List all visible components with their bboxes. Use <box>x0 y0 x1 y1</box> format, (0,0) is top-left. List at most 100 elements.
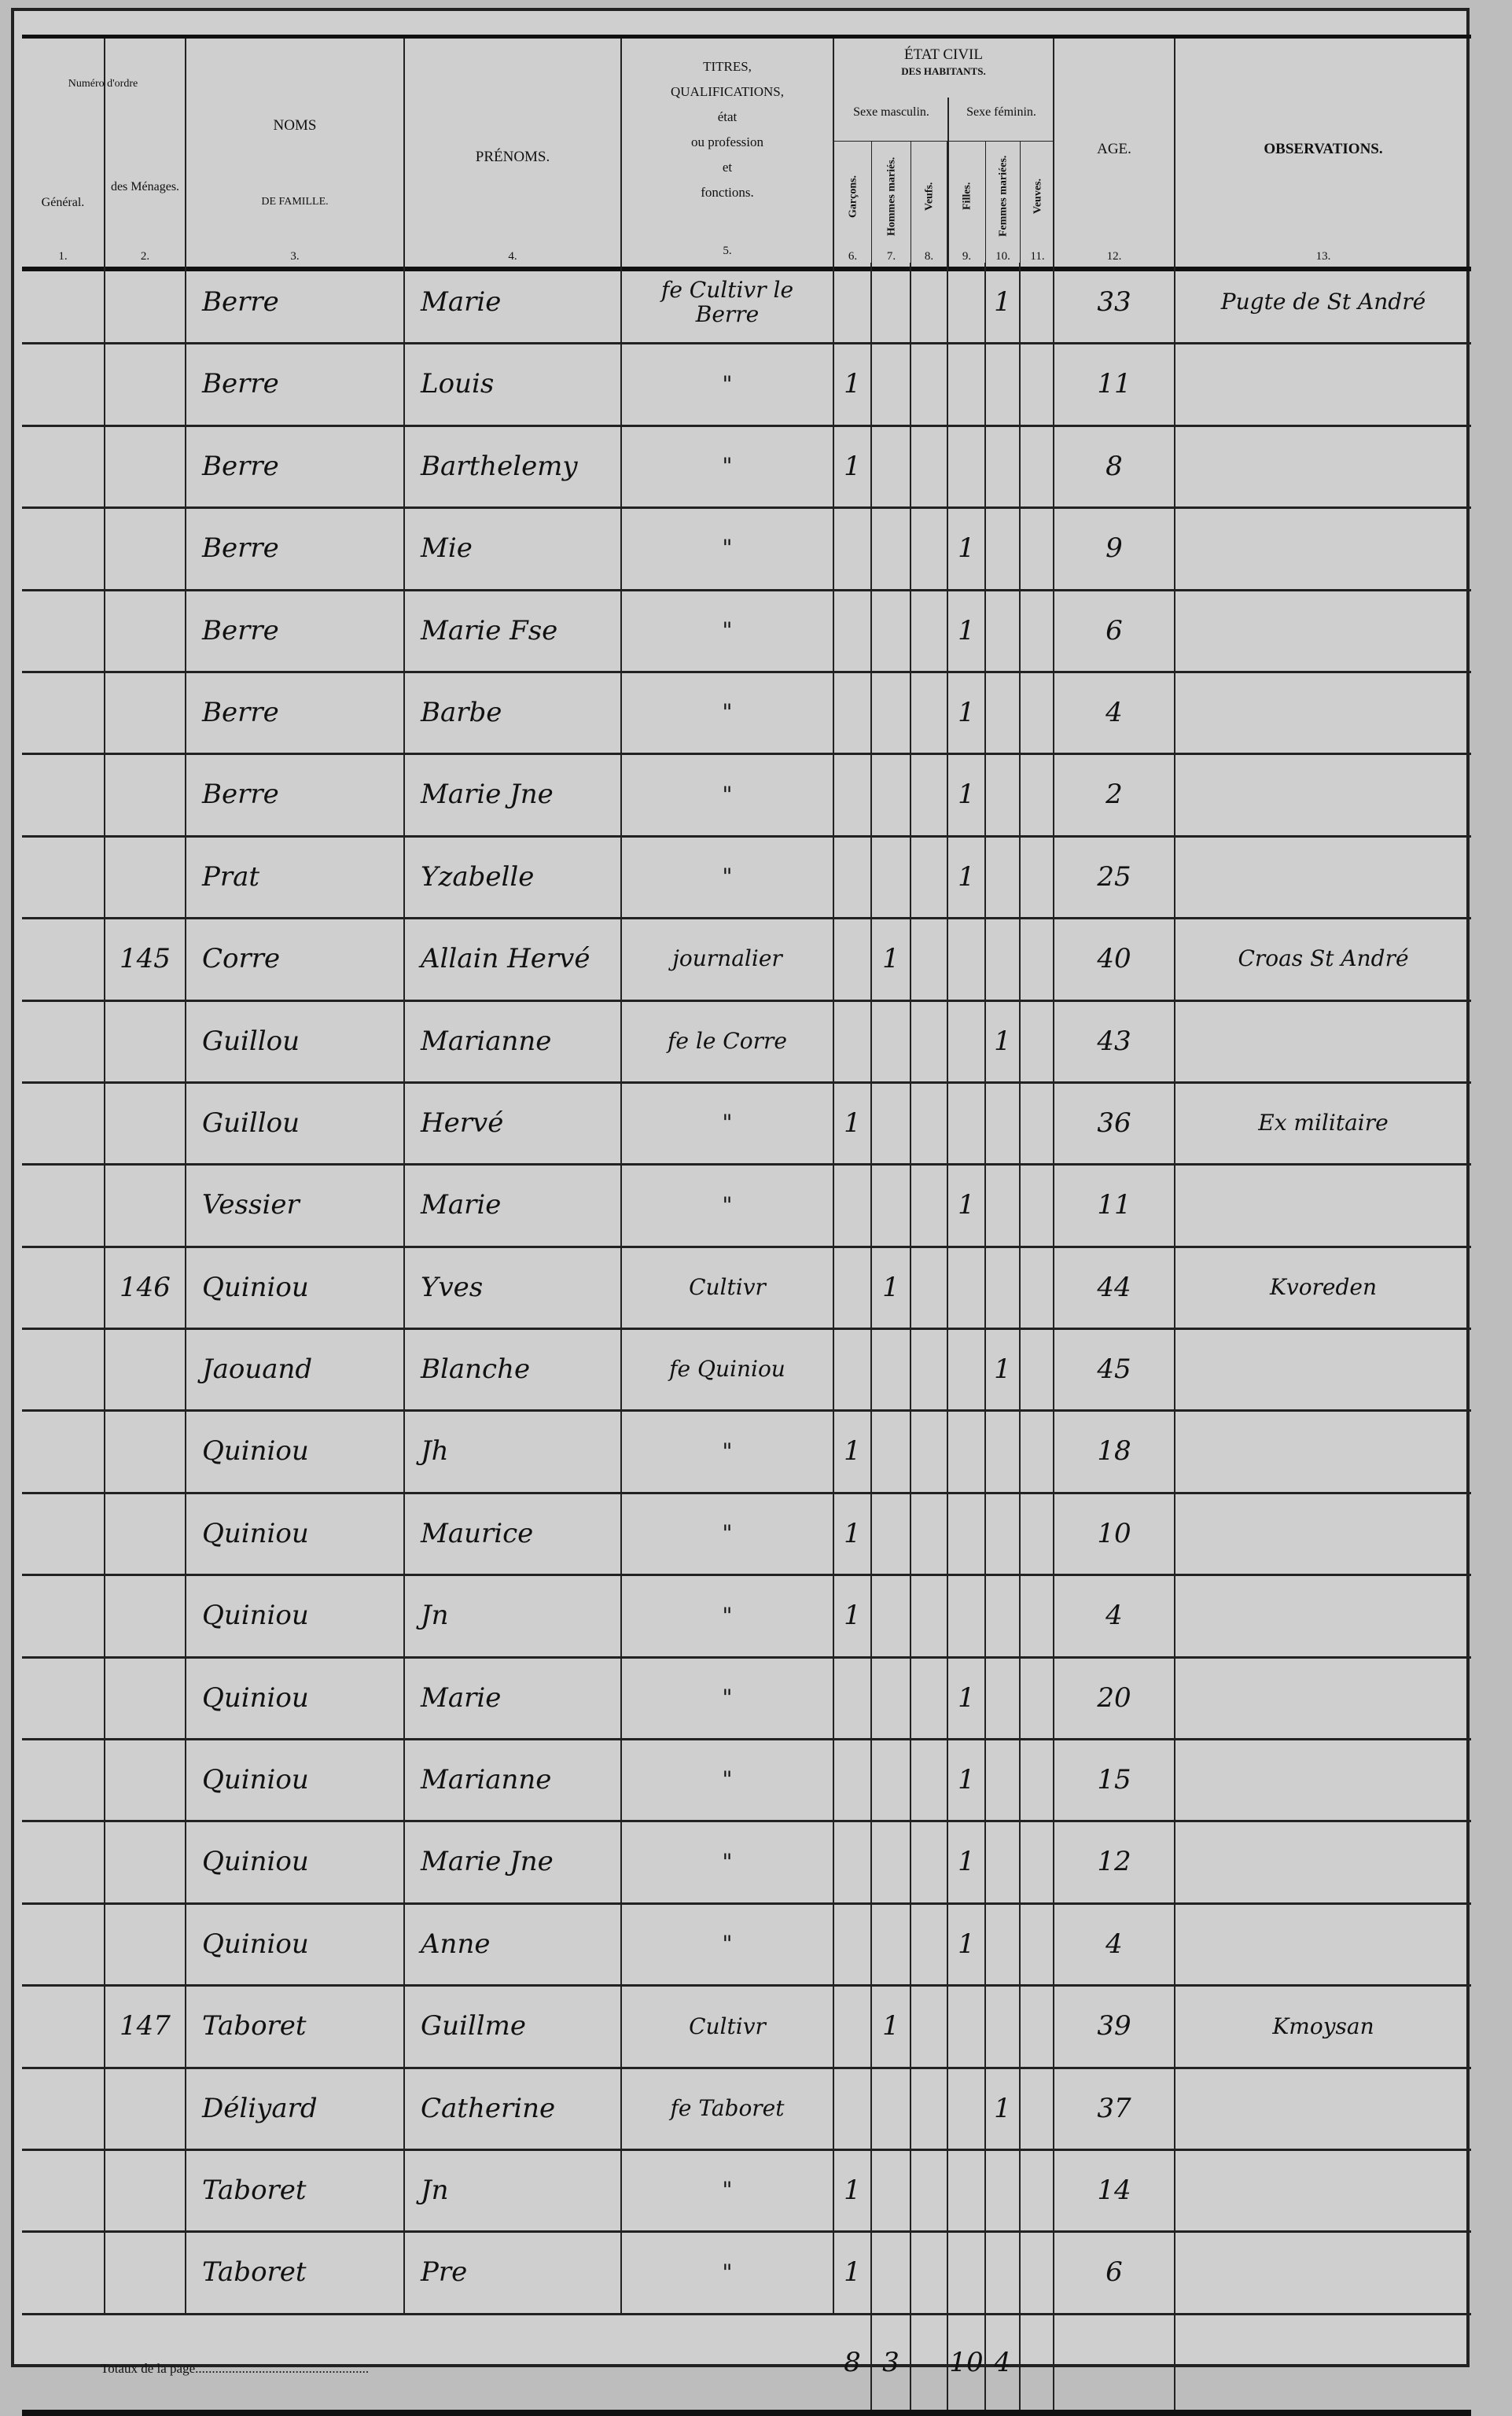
cell-col-7 <box>872 1740 911 1821</box>
cell-age: 40 <box>1054 919 1175 1000</box>
col-number: 11. <box>1030 250 1045 263</box>
header-garcons: Garçons. <box>847 175 859 218</box>
cell-age: 6 <box>1054 591 1175 671</box>
cell-nom: Quiniou <box>186 1904 405 1985</box>
cell-menage <box>105 2068 186 2149</box>
cell-menage <box>105 1083 186 1164</box>
cell-col-11 <box>1021 509 1054 589</box>
table-row: Quiniou Marie " 1 20 <box>22 1658 1471 1741</box>
cell-col-9 <box>948 1330 986 1410</box>
header-sexe-masculin: Sexe masculin. <box>853 105 929 119</box>
table-row: Berre Marie Jne " 1 2 <box>22 755 1471 838</box>
cell-col-10 <box>986 1658 1021 1739</box>
cell-col-6 <box>834 1987 872 2067</box>
col-number: 10. <box>995 250 1010 263</box>
cell-col-9 <box>948 1083 986 1164</box>
cell-col-10 <box>986 2233 1021 2313</box>
cell-col-6: 1 <box>834 344 872 425</box>
col-number: 7. <box>886 250 896 263</box>
col-number: 4. <box>508 250 517 263</box>
cell-col-7 <box>872 263 911 343</box>
cell-col-8 <box>911 755 948 835</box>
cell-general <box>22 1166 105 1246</box>
cell-menage <box>105 1658 186 1739</box>
header-noms-label: NOMS <box>273 117 317 134</box>
table-row: Jaouand Blanche fe Quiniou 1 45 <box>22 1330 1471 1412</box>
cell-general <box>22 1412 105 1492</box>
cell-menage <box>105 1822 186 1902</box>
cell-col-8 <box>911 1493 948 1574</box>
cell-col-6 <box>834 1822 872 1902</box>
cell-titre: " <box>622 1740 834 1821</box>
cell-prenom: Jn <box>405 1576 622 1656</box>
cell-general <box>22 1576 105 1656</box>
cell-age: 2 <box>1054 755 1175 835</box>
cell-titre: Cultivr <box>622 1987 834 2067</box>
cell-col-8 <box>911 837 948 918</box>
cell-col-10 <box>986 919 1021 1000</box>
table-body: Berre Marie fe Cultivr le Berre 1 33 Pugte de… <box>14 263 1471 2416</box>
col-number: 6. <box>848 250 858 263</box>
header-titres-line: fonctions. <box>701 185 754 200</box>
cell-col-8 <box>911 672 948 753</box>
cell-col-11 <box>1021 1987 1054 2067</box>
cell-col-6 <box>834 263 872 343</box>
table-row: 146 Quiniou Yves Cultivr 1 44 Kvoreden <box>22 1247 1471 1331</box>
header-prenoms: PRÉNOMS. 4. <box>405 39 622 267</box>
cell-prenom: Marie Jne <box>405 1822 622 1902</box>
cell-general <box>22 2068 105 2149</box>
cell-prenom: Louis <box>405 344 622 425</box>
cell-general <box>22 1822 105 1902</box>
cell-col-7 <box>872 1330 911 1410</box>
cell-age: 37 <box>1054 2068 1175 2149</box>
cell-col-8 <box>911 2233 948 2313</box>
cell-col-9 <box>948 426 986 507</box>
cell-general <box>22 591 105 671</box>
cell-age: 12 <box>1054 1822 1175 1902</box>
cell-col-10: 1 <box>986 1001 1021 1081</box>
cell-col-10: 1 <box>986 263 1021 343</box>
total-col8 <box>911 2315 948 2410</box>
cell-general <box>22 1987 105 2067</box>
cell-col-11 <box>1021 2233 1054 2313</box>
cell-nom: Berre <box>186 263 405 343</box>
cell-nom: Quiniou <box>186 1658 405 1739</box>
cell-col-8 <box>911 1822 948 1902</box>
cell-general <box>22 1740 105 1821</box>
cell-age: 4 <box>1054 672 1175 753</box>
cell-col-8 <box>911 1001 948 1081</box>
cell-col-6 <box>834 1904 872 1985</box>
cell-col-11 <box>1021 426 1054 507</box>
cell-observations <box>1175 427 1471 506</box>
cell-prenom: Catherine <box>405 2068 622 2149</box>
cell-col-6 <box>834 591 872 671</box>
header-sexe-feminin: Sexe féminin. <box>966 105 1036 119</box>
cell-general <box>22 1083 105 1164</box>
cell-col-11 <box>1021 919 1054 1000</box>
cell-col-10 <box>986 1822 1021 1902</box>
cell-col-6 <box>834 1001 872 1081</box>
cell-nom: Quiniou <box>186 1740 405 1821</box>
cell-col-8 <box>911 2068 948 2149</box>
cell-col-8 <box>911 1330 948 1410</box>
cell-observations <box>1175 1002 1471 1081</box>
cell-col-10: 1 <box>986 1330 1021 1410</box>
cell-observations: Croas St André <box>1238 945 1409 972</box>
cell-col-11 <box>1021 672 1054 753</box>
cell-menage <box>105 1166 186 1246</box>
cell-col-8 <box>911 1987 948 2067</box>
cell-col-6 <box>834 2068 872 2149</box>
cell-observations <box>1175 1659 1471 1738</box>
cell-age: 25 <box>1054 837 1175 918</box>
cell-col-7 <box>872 1904 911 1985</box>
cell-col-6 <box>834 1330 872 1410</box>
cell-general <box>22 1904 105 1985</box>
table-row: Berre Mie " 1 9 <box>22 509 1471 591</box>
cell-col-8 <box>911 2150 948 2231</box>
table-row: Guillou Hervé " 1 36 Ex militaire <box>22 1083 1471 1166</box>
cell-menage <box>105 1001 186 1081</box>
header-de-famille: DE FAMILLE. <box>261 196 329 208</box>
col-number: 2. <box>140 250 150 263</box>
header-observations-label: OBSERVATIONS. <box>1264 141 1383 157</box>
cell-prenom: Jh <box>405 1412 622 1492</box>
